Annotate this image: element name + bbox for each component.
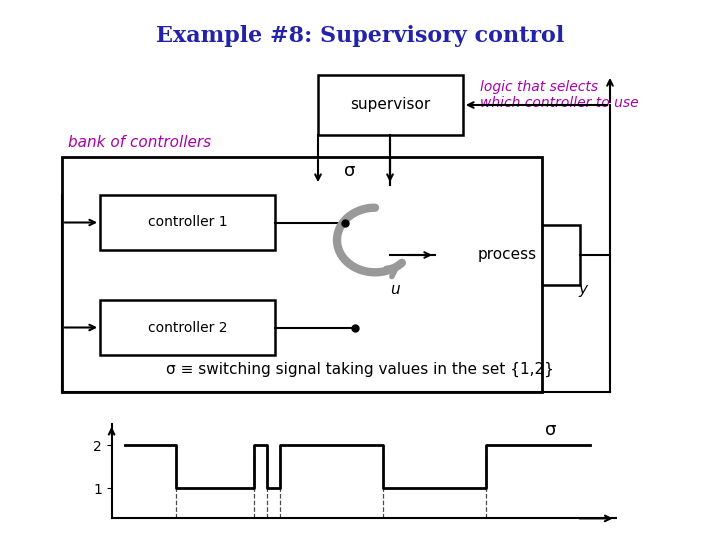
- Text: controller 1: controller 1: [148, 215, 228, 230]
- Text: controller 2: controller 2: [148, 321, 228, 334]
- Text: σ: σ: [344, 162, 356, 180]
- Bar: [62, 157, 542, 392]
- Text: Example #8: Supervisory control: Example #8: Supervisory control: [156, 25, 564, 47]
- Text: σ ≡ switching signal taking values in the set {1,2}: σ ≡ switching signal taking values in th…: [166, 362, 554, 377]
- Bar: [318, 75, 463, 135]
- Text: process: process: [478, 247, 537, 262]
- Bar: [100, 300, 275, 355]
- Text: u: u: [390, 282, 400, 297]
- Text: bank of controllers: bank of controllers: [68, 135, 211, 150]
- Bar: [435, 225, 580, 285]
- Bar: [100, 195, 275, 250]
- Text: supervisor: supervisor: [351, 98, 431, 112]
- Text: logic that selects
which controller to use: logic that selects which controller to u…: [480, 80, 639, 110]
- Text: σ: σ: [545, 421, 557, 440]
- Text: y: y: [578, 282, 587, 297]
